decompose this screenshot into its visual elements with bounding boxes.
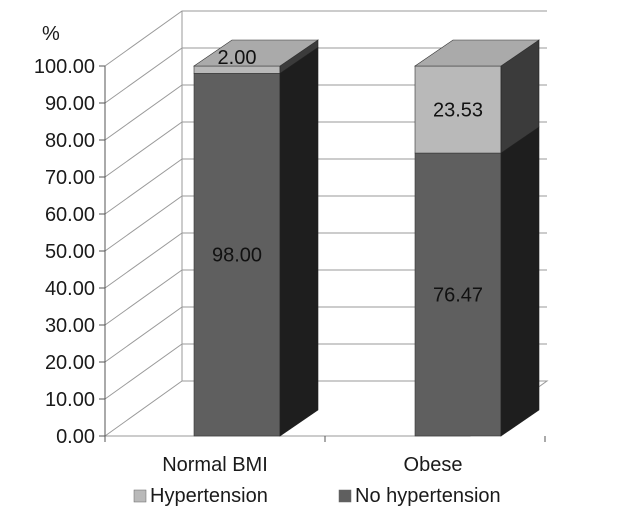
gridline [104, 47, 547, 104]
axis-layer: 0.00 10.00 20.00 30.00 40.00 50.00 60.00 70.00 8… [34, 56, 546, 448]
y-tick-label: 80.00 [45, 130, 95, 152]
bar-front [414, 65, 502, 154]
y-tick-label: 100.00 [34, 56, 95, 78]
data-label: 98.00 [212, 245, 262, 267]
x-category-label: Obese [404, 454, 463, 476]
y-axis-unit-label: % [42, 23, 60, 45]
x-category-label: Normal BMI [162, 454, 268, 476]
legend: Hypertension No hypertension [133, 485, 501, 507]
data-label: 23.53 [433, 100, 483, 122]
bar-layer [193, 39, 540, 437]
y-tick-label: 0.00 [56, 426, 95, 448]
bar-side [500, 126, 540, 437]
bar-side [279, 46, 319, 437]
data-label: 2.00 [218, 47, 257, 69]
legend-swatch [133, 489, 147, 503]
y-tick-label: 90.00 [45, 93, 95, 115]
bar-top [414, 39, 540, 67]
y-tick-label: 50.00 [45, 241, 95, 263]
y-tick-label: 10.00 [45, 389, 95, 411]
legend-swatch [338, 489, 352, 503]
y-tick-label: 30.00 [45, 315, 95, 337]
label-layer: 98.00 2.00 Normal BMI 76.47 23.53 Obese [162, 47, 483, 476]
bar-front [193, 73, 281, 437]
legend-entry: Hypertension [150, 485, 268, 507]
bar-front [414, 152, 502, 437]
y-tick-label: 20.00 [45, 352, 95, 374]
legend-entry: No hypertension [355, 485, 501, 507]
bar-top [193, 39, 319, 67]
floor-outline [103, 380, 549, 437]
data-label: 76.47 [433, 285, 483, 307]
y-tick-label: 60.00 [45, 204, 95, 226]
y-tick-label: 40.00 [45, 278, 95, 300]
gridline [104, 10, 547, 67]
y-tick-label: 70.00 [45, 167, 95, 189]
